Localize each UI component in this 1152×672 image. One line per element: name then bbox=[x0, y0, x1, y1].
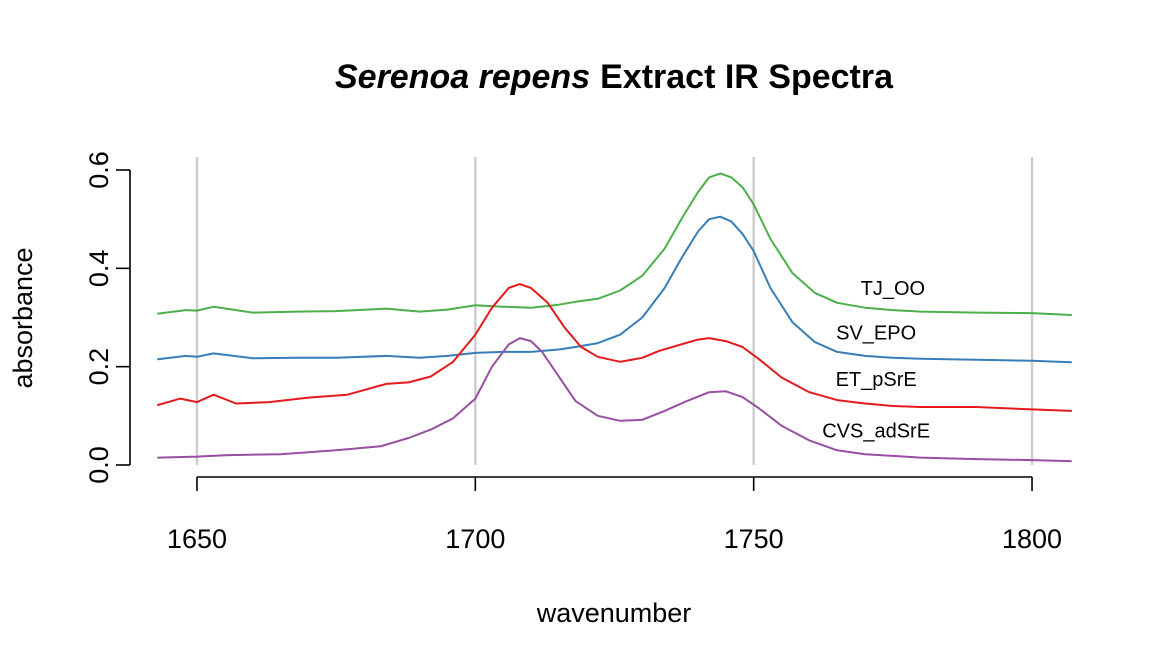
x-tick-label-3: 1800 bbox=[1002, 524, 1062, 554]
series-label-3: CVS_adSrE bbox=[822, 421, 930, 443]
x-tick-label-0: 1650 bbox=[167, 524, 227, 554]
y-tick-label-0: 0.0 bbox=[84, 446, 114, 484]
x-tick-label-1: 1700 bbox=[445, 524, 505, 554]
series-line-3 bbox=[157, 337, 1072, 463]
series-line-0 bbox=[157, 172, 1072, 316]
y-tick-label-2: 0.4 bbox=[84, 250, 114, 288]
y-tick-label-1: 0.2 bbox=[84, 348, 114, 386]
chart-title: Serenoa repens Extract IR Spectra bbox=[335, 58, 894, 96]
x-axis-label: wavenumber bbox=[536, 598, 692, 628]
series-lines bbox=[157, 172, 1072, 463]
y-axis: 0.0 0.2 0.4 0.6 bbox=[84, 151, 131, 484]
series-label-1: SV_EPO bbox=[836, 322, 916, 344]
x-tick-label-2: 1750 bbox=[724, 524, 784, 554]
series-label-0: TJ_OO bbox=[861, 278, 925, 300]
series-labels: TJ_OO SV_EPO ET_pSrE CVS_adSrE bbox=[822, 278, 930, 443]
y-tick-label-3: 0.6 bbox=[84, 151, 114, 189]
series-line-1 bbox=[157, 215, 1072, 364]
series-line-2 bbox=[157, 283, 1072, 412]
chart-title-italic: Serenoa repens bbox=[335, 58, 590, 96]
chart-title-rest: Extract IR Spectra bbox=[600, 58, 894, 96]
series-label-2: ET_pSrE bbox=[836, 369, 917, 391]
x-axis: 1650 1700 1750 1800 bbox=[167, 476, 1062, 554]
y-axis-label: absorbance bbox=[8, 247, 38, 388]
